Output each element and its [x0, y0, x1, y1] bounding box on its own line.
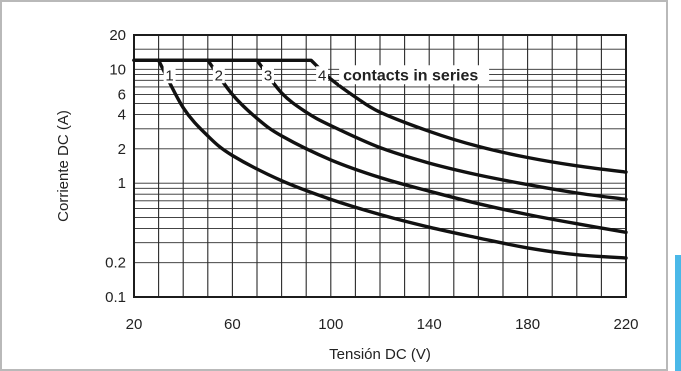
series-label-1: 1: [165, 67, 173, 84]
y-tick-label: 4: [118, 107, 126, 124]
series-label-background: [163, 66, 176, 84]
x-tick-labels: 20 60 100 140 180 220: [126, 316, 639, 333]
y-axis-label: Corriente DC (A): [55, 110, 72, 222]
series-line-4: [132, 58, 628, 174]
annotation-label: contacts in series: [343, 67, 478, 84]
accent-bar: [675, 255, 681, 371]
x-tick-label: 60: [224, 316, 241, 333]
series-label-3: 3: [264, 67, 272, 84]
series-line-1: [132, 58, 628, 260]
series-labels: 1 2 3 4: [163, 66, 329, 84]
x-tick-label: 140: [417, 316, 442, 333]
y-tick-label: 1: [118, 175, 126, 192]
plot-border: [133, 34, 627, 298]
y-tick-label: 0.2: [105, 255, 126, 272]
x-axis-label: Tensión DC (V): [329, 346, 431, 363]
series-label-background: [262, 66, 274, 84]
y-tick-label: 2: [118, 141, 126, 158]
series-label-2: 2: [215, 67, 223, 84]
y-tick-label: 20: [109, 27, 126, 44]
y-tick-label: 6: [118, 87, 126, 104]
x-tick-label: 220: [613, 316, 638, 333]
x-tick-label: 20: [126, 316, 143, 333]
series-label-4: 4: [318, 67, 326, 84]
y-tick-labels: 0.1 0.2 1 2 4 6 10 20: [105, 27, 126, 306]
series-line-3: [132, 58, 628, 202]
series-lines: [132, 58, 628, 260]
annotation-background: [339, 65, 490, 85]
series-label-background: [212, 66, 225, 84]
y-tick-label: 10: [109, 61, 126, 78]
x-tick-label: 100: [318, 316, 343, 333]
y-tick-label: 0.1: [105, 289, 126, 306]
series-label-background: [316, 66, 329, 84]
x-tick-label: 180: [515, 316, 540, 333]
series-line-2: [132, 58, 628, 234]
